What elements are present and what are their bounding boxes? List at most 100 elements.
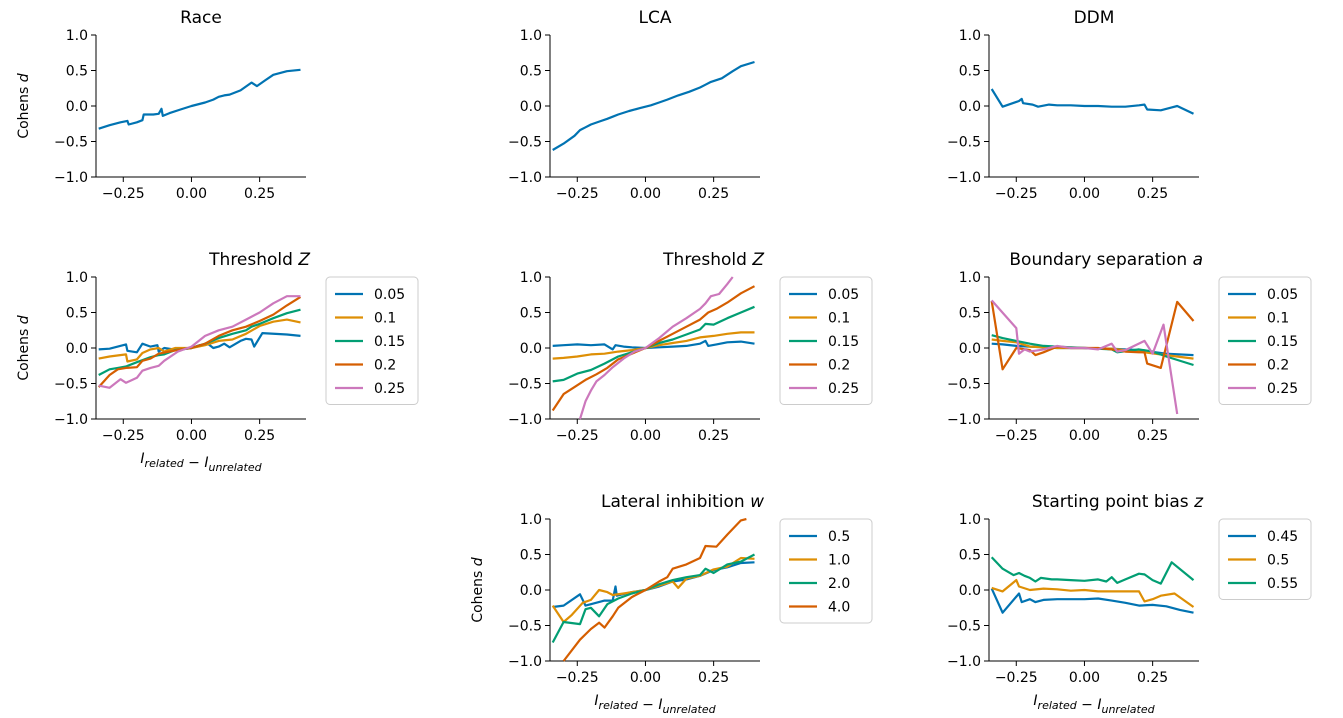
- y-tick-label: 1.0: [959, 512, 981, 528]
- y-tick-label: 1.0: [66, 270, 88, 286]
- y-tick-label: 0.0: [959, 341, 981, 357]
- series-line-main: [98, 68, 301, 130]
- x-axis-label-subscript: unrelated: [1101, 703, 1155, 716]
- series-line-0.15: [98, 308, 301, 376]
- y-tick-label: 0.5: [959, 306, 981, 322]
- panel-race-threshold: 1.00.50.0−0.5−1.0−0.25 0.00 0.25Threshold …: [16, 250, 419, 474]
- y-tick-label: 1.0: [66, 28, 88, 44]
- series-group: [97, 295, 302, 389]
- y-axis-label-part: d: [470, 557, 486, 570]
- legend-box: [1218, 518, 1312, 600]
- legend-label: 0.45: [1267, 529, 1298, 545]
- legend-label: 0.15: [1267, 334, 1298, 350]
- legend-label: 0.05: [1267, 287, 1298, 303]
- panel-title: Threshold Z: [662, 250, 764, 270]
- x-tick-label: 0.25: [698, 428, 729, 444]
- series-line-main: [990, 88, 1194, 115]
- panel-title-part: Threshold: [208, 250, 293, 270]
- legend-box: [1218, 276, 1312, 405]
- legend: 0.45 0.5 0.55: [1218, 518, 1312, 600]
- series-line-0.2: [990, 300, 1195, 371]
- panel-title: Threshold Z: [208, 250, 310, 270]
- x-tick-label: 0.00: [176, 186, 207, 202]
- x-axis-label: Irelated − Iunrelated: [140, 451, 262, 474]
- legend-label: 4.0: [828, 600, 850, 616]
- panel-title-part: Lateral: [601, 492, 660, 512]
- x-axis-label-base: I: [1097, 697, 1101, 713]
- series-line-0.1: [98, 318, 301, 363]
- y-tick-label: 1.0: [520, 28, 542, 44]
- series-line-0.25: [990, 299, 1179, 415]
- y-tick-label: 0.0: [520, 99, 542, 115]
- legend-label: 0.2: [828, 358, 850, 374]
- panel-title: Boundary separation a: [1009, 250, 1203, 270]
- panel-title-part: Z: [293, 250, 310, 270]
- y-tick-label: −0.5: [947, 619, 981, 635]
- x-axis-label: Irelated − Iunrelated: [594, 693, 716, 716]
- legend-label: 0.1: [374, 311, 396, 327]
- y-tick-label: 0.5: [520, 548, 542, 564]
- y-axis-label-part: d: [16, 315, 32, 328]
- y-tick-label: −0.5: [508, 135, 542, 151]
- legend-label: 0.15: [374, 334, 405, 350]
- x-tick-label: −0.25: [995, 186, 1038, 202]
- series-group: [990, 88, 1194, 115]
- panel-title: Lateral inhibition w: [601, 492, 764, 512]
- x-axis-label-operator: −: [642, 697, 654, 713]
- y-axis-label-part: Cohens: [470, 571, 486, 623]
- panel-title-part: LCA: [639, 8, 672, 28]
- legend: 0.05 0.1 0.15 0.2 0.25: [325, 276, 419, 405]
- y-tick-label: 0.5: [959, 548, 981, 564]
- x-tick-label: 0.25: [698, 670, 729, 686]
- panel-title-part: Starting: [1032, 492, 1100, 512]
- x-tick-label: 0.25: [244, 186, 275, 202]
- legend: 0.05 0.1 0.15 0.2 0.25: [779, 276, 873, 405]
- legend: 0.5 1.0 2.0 4.0: [779, 518, 873, 624]
- x-tick-label: 0.25: [1137, 428, 1168, 444]
- x-tick-label: −0.25: [995, 670, 1038, 686]
- series-group: [551, 518, 756, 662]
- legend-label: 0.25: [828, 381, 859, 397]
- y-tick-label: 0.5: [520, 64, 542, 80]
- x-axis-label-subscript: unrelated: [208, 461, 262, 474]
- series-line-0.05: [98, 332, 301, 354]
- y-tick-label: 1.0: [959, 28, 981, 44]
- y-tick-label: 0.0: [959, 99, 981, 115]
- y-tick-label: −1.0: [508, 170, 542, 186]
- x-axis-label-operator: −: [188, 455, 200, 471]
- y-tick-label: −1.0: [54, 412, 88, 428]
- y-tick-label: −0.5: [947, 377, 981, 393]
- legend-label: 0.25: [1267, 381, 1298, 397]
- y-tick-label: 0.5: [66, 306, 88, 322]
- y-tick-label: 1.0: [520, 512, 542, 528]
- series-line-0.2: [551, 285, 756, 412]
- panel-ddm: 1.0 0.5 0.0 −0.5 −1.0 −0.25 0.00 0.25 DDM: [947, 8, 1199, 202]
- legend-label: 0.15: [828, 334, 859, 350]
- x-axis-label: Irelated − Iunrelated: [1033, 693, 1155, 716]
- x-axis-label-subscript: related: [599, 699, 639, 712]
- x-axis-label-base: I: [658, 697, 662, 713]
- y-tick-label: 0.0: [520, 341, 542, 357]
- panel-title-part: separation: [1091, 250, 1187, 270]
- y-tick-label: 0.5: [520, 306, 542, 322]
- x-tick-label: 0.25: [244, 428, 275, 444]
- y-tick-label: −0.5: [947, 135, 981, 151]
- legend-label: 0.5: [828, 529, 850, 545]
- panel-title: LCA: [639, 8, 672, 28]
- x-axis-label-subscript: related: [1038, 699, 1078, 712]
- series-group: [552, 60, 755, 151]
- x-tick-label: 0.00: [630, 186, 661, 202]
- legend-label: 0.05: [828, 287, 859, 303]
- y-axis-label: Cohens d: [16, 73, 32, 138]
- panel-ddm-boundary: 1.0 0.5 0.0 −0.5 −1.0 −0.25 0.00 0.25 Boundary s…: [947, 250, 1312, 444]
- panel-title-part: bias: [1148, 492, 1188, 512]
- y-tick-label: 0.0: [520, 583, 542, 599]
- legend-label: 2.0: [828, 576, 850, 592]
- x-axis-label-subscript: related: [145, 457, 185, 470]
- y-tick-label: −1.0: [947, 412, 981, 428]
- panel-title-part: Boundary: [1009, 250, 1091, 270]
- panel-title: Race: [180, 8, 222, 28]
- legend-label: 0.55: [1267, 576, 1298, 592]
